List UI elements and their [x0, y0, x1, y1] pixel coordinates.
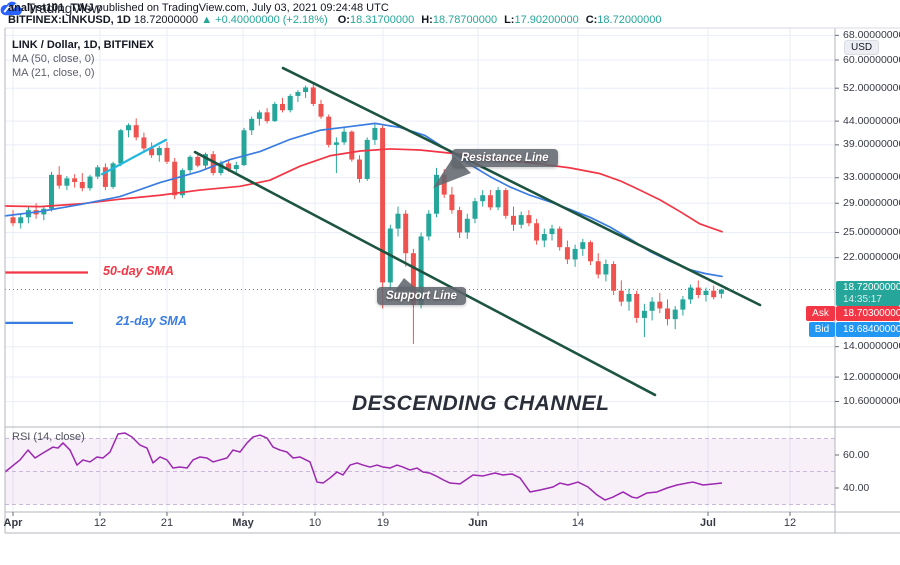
currency-badge: USD [844, 40, 880, 55]
rsi-legend: RSI (14, close) [12, 431, 85, 443]
time-axis-label: Jul [700, 517, 716, 529]
time-axis-label: 10 [308, 517, 322, 529]
ohlc-segment: C:18.72000000 [585, 14, 662, 26]
author-name: analyst101_TWJ [8, 2, 94, 14]
last-price-badge: 18.72000000 14:35:17 [836, 281, 900, 306]
tradingview-brand[interactable]: TradingView [0, 0, 900, 17]
time-axis-label: 19 [376, 517, 390, 529]
last-price-badge-value: 18.72000000 [843, 282, 900, 293]
ma21-legend: MA (21, close, 0) [12, 67, 95, 79]
bid-label-badge: Bid [809, 322, 835, 337]
time-axis-label: Apr [3, 517, 23, 529]
price-change: ▲ +0.40000000 (+2.18%) [201, 14, 328, 26]
ohlc-segment: H:18.78700000 [421, 14, 498, 26]
price-axis-label: 60.00000000 [843, 53, 900, 66]
price-axis-label: 12.00000000 [843, 370, 900, 383]
last-price: 18.72000000 [133, 14, 199, 26]
byline-text: published on TradingView.com, July 03, 2… [93, 2, 389, 14]
price-axis-label: 22.00000000 [843, 251, 900, 264]
price-axis-label: 29.00000000 [843, 196, 900, 209]
ohlc-readout: O:18.31700000 H:18.78700000 L:17.90200000 C… [331, 14, 662, 26]
price-axis-label: 44.00000000 [843, 114, 900, 127]
descending-channel-label: DESCENDING CHANNEL [352, 392, 610, 415]
ask-price-badge: 18.70300000 [836, 306, 900, 321]
byline: analyst101_TWJ published on TradingView.… [8, 2, 389, 14]
ask-label-badge: Ask [806, 306, 835, 321]
sma50-annotation: 50-day SMA [103, 264, 174, 278]
price-axis-label: 33.00000000 [843, 171, 900, 184]
bid-price-badge: 18.68400000 [836, 322, 900, 337]
resistance-line-callout[interactable]: Resistance Line [452, 149, 558, 167]
price-axis-label: 10.60000000 [843, 394, 900, 407]
rsi-axis-label: 40.00 [843, 481, 870, 494]
sma21-annotation: 21-day SMA [116, 314, 187, 328]
time-axis-label: May [232, 517, 254, 529]
time-axis-label: 12 [783, 517, 797, 529]
price-axis-label: 52.00000000 [843, 81, 900, 94]
tradingview-logo-icon [0, 1, 22, 16]
price-axis-label: 14.00000000 [843, 340, 900, 353]
pane-legend[interactable]: LINK / Dollar, 1D, BITFINEX MA (50, clos… [12, 38, 154, 80]
time-axis-label: 12 [93, 517, 107, 529]
chart-title: LINK / Dollar, 1D, BITFINEX [12, 39, 154, 51]
bar-countdown: 14:35:17 [843, 294, 882, 305]
time-axis-label: 21 [160, 517, 174, 529]
ohlc-segment: O:18.31700000 [337, 14, 415, 26]
ma50-legend: MA (50, close, 0) [12, 53, 95, 65]
time-axis-label: 14 [571, 517, 585, 529]
brand-name: TradingView [27, 1, 102, 16]
rsi-axis-label: 60.00 [843, 448, 870, 461]
ohlc-segment: L:17.90200000 [504, 14, 579, 26]
price-axis-label: 25.00000000 [843, 225, 900, 238]
symbol-name: BITFINEX:LINKUSD, 1D [8, 14, 131, 26]
price-axis-label: 39.00000000 [843, 138, 900, 151]
time-axis-label: Jun [468, 517, 488, 529]
price-axis-label: 68.00000000 [843, 28, 900, 41]
support-line-callout[interactable]: Support Line [377, 287, 466, 305]
symbol-readout: BITFINEX:LINKUSD, 1D 18.72000000 ▲ +0.40… [8, 14, 662, 26]
